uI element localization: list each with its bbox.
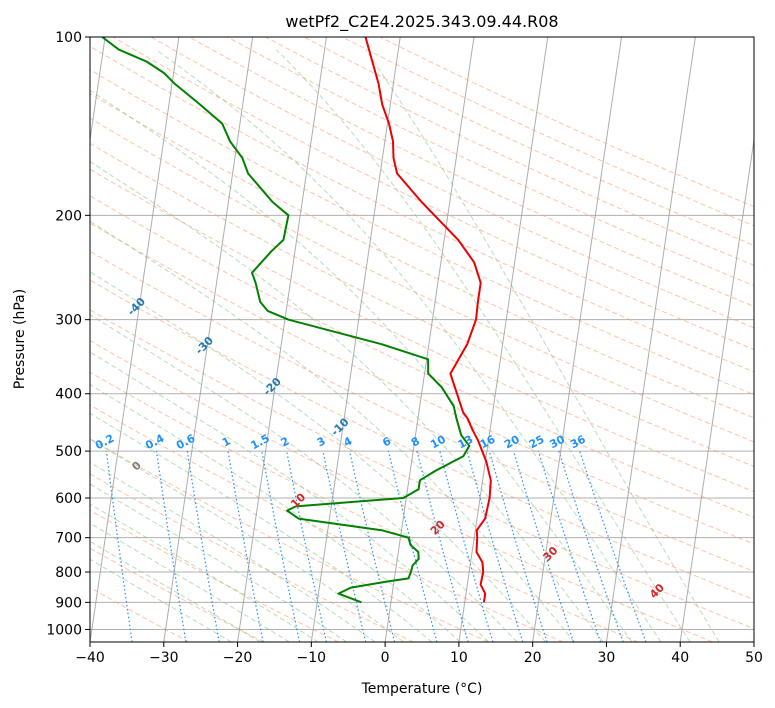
- dry-adiabat-line: [90, 438, 489, 642]
- mixing-ratio-line: [558, 450, 624, 642]
- temperature-profile-line: [364, 37, 492, 603]
- isotherm-line: [237, 37, 327, 642]
- y-tick-label: 100: [55, 30, 82, 46]
- mixing-ratio-label: 20: [502, 433, 522, 452]
- mixing-ratio-line: [513, 450, 575, 642]
- moist-adiabat-line: [90, 438, 404, 642]
- x-axis-label: Temperature (°C): [361, 681, 483, 697]
- x-tick-label: −40: [75, 650, 105, 666]
- dry-adiabat-line: [112, 37, 754, 351]
- mixing-ratio-line: [537, 450, 602, 642]
- y-tick-label: 900: [55, 595, 82, 611]
- dry-adiabat-line: [90, 69, 754, 396]
- dry-adiabat-line: [341, 37, 754, 227]
- mixing-ratio-line: [186, 451, 220, 642]
- mixing-ratio-line: [261, 450, 301, 642]
- dry-adiabat-line: [90, 168, 754, 493]
- moist-adiabat-line: [90, 351, 490, 642]
- mixing-ratio-label: 10: [428, 433, 448, 452]
- mixing-ratio-line: [155, 451, 187, 642]
- y-tick-label: 700: [55, 531, 82, 547]
- mixing-ratio-line: [439, 450, 494, 642]
- isotherm-line: [90, 37, 180, 642]
- isotherm-line: [532, 37, 623, 642]
- isotherm-line: [384, 37, 475, 642]
- plot-frame: [89, 36, 755, 643]
- moist-adiabat-line: [90, 89, 633, 642]
- y-tick-label: 800: [55, 565, 82, 581]
- y-axis-label: Pressure (hPa): [12, 289, 28, 389]
- mixing-ratio-line: [286, 450, 327, 642]
- dry-adiabat-line: [90, 473, 414, 642]
- mixing-ratio-line: [466, 450, 524, 642]
- y-tick-label: 1000: [46, 622, 82, 638]
- x-tick-label: 30: [598, 650, 616, 666]
- moist-adiabat-line: [90, 383, 461, 642]
- dry-adiabat-line: [90, 117, 754, 443]
- dry-adiabat-line: [90, 309, 754, 630]
- isotherm-line: [605, 37, 696, 642]
- isotherm-line: [679, 136, 754, 642]
- mixing-ratio-label: 36: [568, 432, 588, 451]
- sounding-series: [101, 37, 492, 604]
- dry-adiabat-line: [90, 509, 339, 642]
- moist-adiabat-line: [90, 503, 319, 642]
- x-tick-label: 40: [671, 650, 689, 666]
- mixing-ratio-line: [322, 450, 367, 642]
- chart-title: wetPf2_C2E4.2025.343.09.44.R08: [285, 12, 558, 32]
- y-tick-label: 500: [55, 444, 82, 460]
- moist-adiabat-line: [90, 558, 232, 642]
- y-tick-label: 400: [55, 387, 82, 403]
- mixing-ratio-line: [387, 450, 438, 642]
- moist-adiabat-line: [90, 220, 575, 642]
- y-tick-label: 200: [55, 208, 82, 224]
- y-tick-label: 600: [55, 491, 82, 507]
- mixing-ratio-lines: [105, 450, 647, 642]
- y-tick-label: 300: [55, 313, 82, 329]
- isotherm-line: [458, 37, 549, 642]
- dry-adiabat-line: [90, 222, 754, 545]
- moist-adiabat-line: [90, 271, 547, 642]
- mixing-ratio-label: 25: [527, 433, 547, 452]
- x-tick-label: 50: [745, 650, 763, 666]
- dry-adiabat-line: [90, 93, 754, 419]
- moist-adiabat-line: [90, 314, 518, 642]
- moist-adiabat-line: [90, 161, 604, 642]
- dry-adiabat-line: [90, 250, 754, 573]
- mixing-ratio-label: 16: [478, 433, 498, 452]
- isotherms: [90, 37, 754, 642]
- x-tick-label: −30: [149, 650, 179, 666]
- moist-adiabat-line: [90, 483, 347, 642]
- mixing-ratio-line: [488, 450, 548, 642]
- moist-adiabat-line: [276, 49, 691, 642]
- dry-adiabat-line: [265, 37, 754, 266]
- mixing-ratio-line: [227, 450, 264, 642]
- mixing-ratio-label: 30: [547, 432, 567, 451]
- x-tick-label: 20: [524, 650, 542, 666]
- isotherm-line: [310, 37, 401, 642]
- x-tick-label: 10: [450, 650, 468, 666]
- axes: −40 −30 −20 −10 0 10 20 30 40 50 100 200 300 400 500 60…: [46, 30, 763, 666]
- plot-area: 0.10.20.40.611.52346810131620253036-100-…: [90, 37, 754, 642]
- isotherm-line: [163, 37, 254, 642]
- moist-adiabats: [90, 49, 720, 642]
- dry-adiabat-line: [303, 37, 754, 246]
- mixing-ratio-line: [348, 450, 396, 642]
- mixing-ratio-line: [579, 450, 647, 642]
- mixing-ratio-label: 13: [456, 433, 476, 452]
- x-tick-label: −10: [297, 650, 327, 666]
- dewpoint-profile-line: [101, 37, 471, 604]
- mixing-ratio-line: [105, 451, 133, 642]
- mixing-ratio-line: [416, 450, 469, 642]
- moist-adiabat-line: [90, 461, 376, 642]
- x-tick-label: 0: [381, 650, 390, 666]
- x-tick-label: −20: [223, 650, 253, 666]
- dry-adiabat-line: [150, 37, 754, 329]
